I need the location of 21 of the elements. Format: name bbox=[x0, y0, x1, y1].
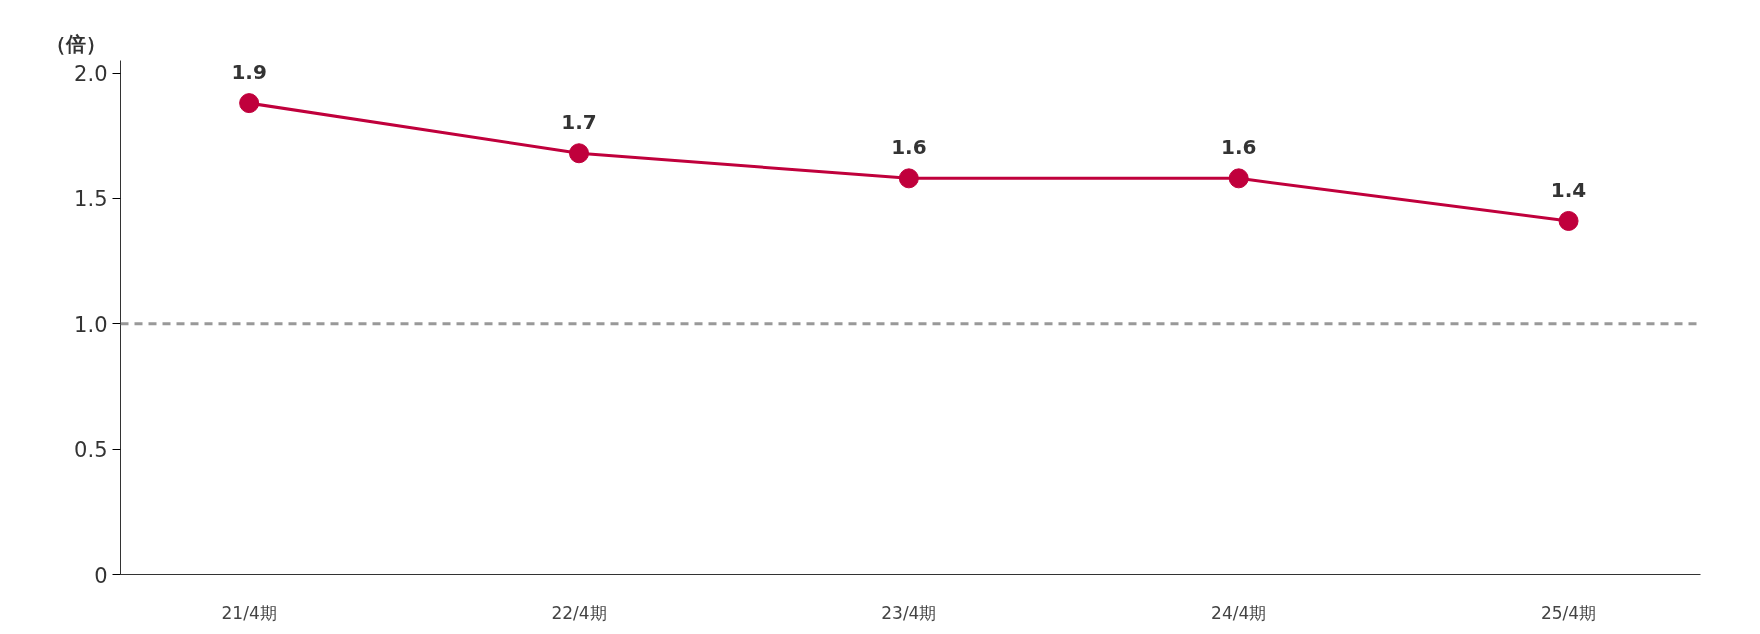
x-tick-label: 22/4期 bbox=[551, 602, 607, 623]
y-tick-label: 1.0 bbox=[74, 312, 108, 337]
x-tick-label: 24/4期 bbox=[1211, 602, 1267, 623]
point bbox=[239, 93, 260, 114]
data-label: 1.6 bbox=[891, 135, 927, 160]
y-tick-label: 2.0 bbox=[74, 62, 108, 87]
point bbox=[569, 143, 589, 164]
point bbox=[898, 168, 919, 189]
y-tick-label: 0.5 bbox=[74, 438, 108, 463]
point bbox=[1558, 210, 1579, 231]
data-label: 1.7 bbox=[561, 110, 597, 135]
x-tick-label: 25/4期 bbox=[1540, 602, 1597, 623]
data-label: 1.4 bbox=[1550, 177, 1587, 202]
y-tick-label: 1.5 bbox=[74, 187, 108, 212]
x-tick-label: 21/4期 bbox=[221, 602, 277, 623]
y-axis-title: （倍） bbox=[45, 31, 106, 56]
x-tick-label: 23/4期 bbox=[881, 602, 937, 623]
point bbox=[1228, 168, 1249, 189]
data-label: 1.6 bbox=[1220, 135, 1257, 160]
y-tick-label: 0 bbox=[94, 563, 108, 588]
data-label: 1.9 bbox=[231, 60, 267, 85]
